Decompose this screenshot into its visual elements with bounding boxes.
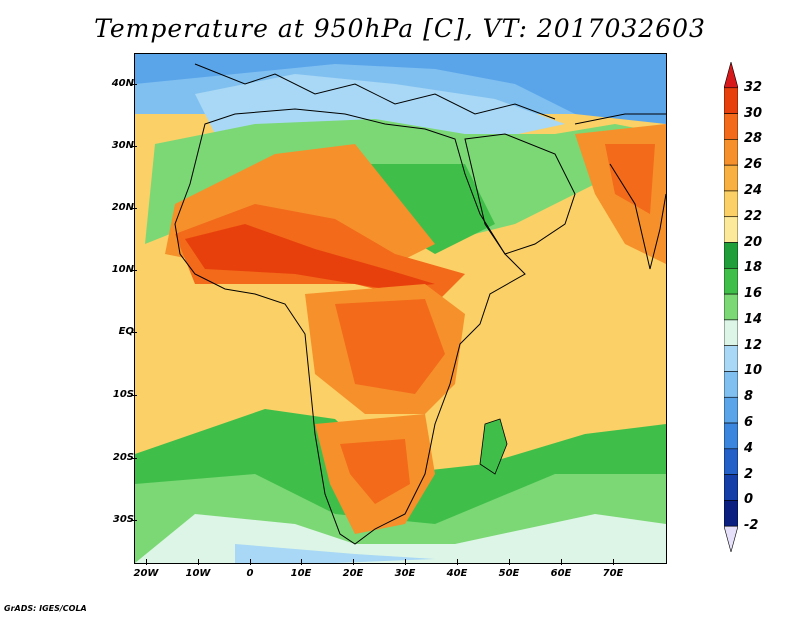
lon-tick [301,559,302,565]
colorbar [724,62,738,552]
colorbar-segment [724,371,738,398]
lat-label: 10N [111,264,134,275]
colorbar-segment [724,293,738,321]
lat-label: 30S [112,514,134,525]
colorbar-label: 10 [744,363,763,379]
colorbar-label: 22 [744,208,763,224]
lat-tick [131,395,137,396]
lon-label: 0 [246,568,254,579]
colorbar-segment [724,164,738,192]
south-ocean-cool [235,544,435,563]
colorbar-segment [724,87,738,114]
lon-tick [613,559,614,565]
europe-coastline [194,63,556,120]
lon-label: 20E [342,568,364,579]
lon-tick [457,559,458,565]
colorbar-label: 20 [744,234,763,250]
colorbar-label: 24 [744,182,763,198]
lat-label: 10S [112,389,134,400]
colorbar-label: 32 [744,79,763,95]
lon-tick [250,559,251,565]
lon-label: 10W [185,568,211,579]
sahel-hottest [185,224,435,289]
colorbar-label: 30 [744,105,763,121]
lat-tick [131,332,137,333]
colorbar-label: 8 [744,389,754,405]
temperature-map [134,53,667,564]
india-hottest [605,144,655,214]
lat-tick [131,84,137,85]
kalahari-hot [340,439,410,504]
colorbar-segment [724,113,738,140]
lat-label: EQ [118,326,134,337]
lat-tick [131,520,137,521]
europe-cold-region [135,54,666,124]
lat-label: 20N [111,202,134,213]
lat-tick [131,146,137,147]
colorbar-segment [724,319,738,346]
lat-tick [131,208,137,209]
india-coastline [574,113,666,270]
colorbar-segment [724,422,738,450]
colorbar-segment [724,139,738,166]
colorbar-segment [724,448,738,475]
madagascar [479,418,508,475]
colorbar-label: 12 [744,337,763,353]
lon-label: 10E [290,568,312,579]
lat-label: 40N [111,78,134,89]
colorbar-label: 4 [744,440,754,456]
colorbar-segment [724,242,738,269]
lon-tick [198,559,199,565]
lon-tick [146,559,147,565]
colorbar-label: -2 [744,518,759,534]
colorbar-segment [724,216,738,243]
colorbar-label: 16 [744,286,763,302]
colorbar-top-arrow [724,62,738,89]
lat-tick [131,458,137,459]
colorbar-segment [724,268,738,295]
colorbar-label: 28 [744,131,763,147]
credit-text: GrADS: IGES/COLA [4,604,87,613]
colorbar-segment [724,474,738,501]
lon-tick [353,559,354,565]
lat-label: 30N [111,140,134,151]
colorbar-segment [724,190,738,218]
central-africa-hotter [335,299,445,394]
colorbar-bottom-arrow [724,525,738,552]
colorbar-segment [724,396,738,424]
lon-label: 50E [498,568,520,579]
colorbar-label: 6 [744,415,754,431]
lon-tick [509,559,510,565]
lon-label: 30E [394,568,416,579]
map-title: Temperature at 950hPa [C], VT: 201703260… [94,14,706,43]
colorbar-segment [724,500,738,527]
lat-label: 20S [112,452,134,463]
colorbar-label: 2 [744,466,754,482]
lon-label: 60E [550,568,572,579]
lon-label: 40E [446,568,468,579]
colorbar-label: 14 [744,311,763,327]
lon-tick [405,559,406,565]
lon-tick [561,559,562,565]
colorbar-label: 18 [744,260,763,276]
colorbar-segment [724,345,738,372]
colorbar-label: 0 [744,492,754,508]
colorbar-label: 26 [744,157,763,173]
africa-coastline [174,108,526,545]
lon-label: 70E [602,568,624,579]
lat-tick [131,270,137,271]
lon-label: 20W [133,568,159,579]
arabia-coastline [464,133,576,255]
